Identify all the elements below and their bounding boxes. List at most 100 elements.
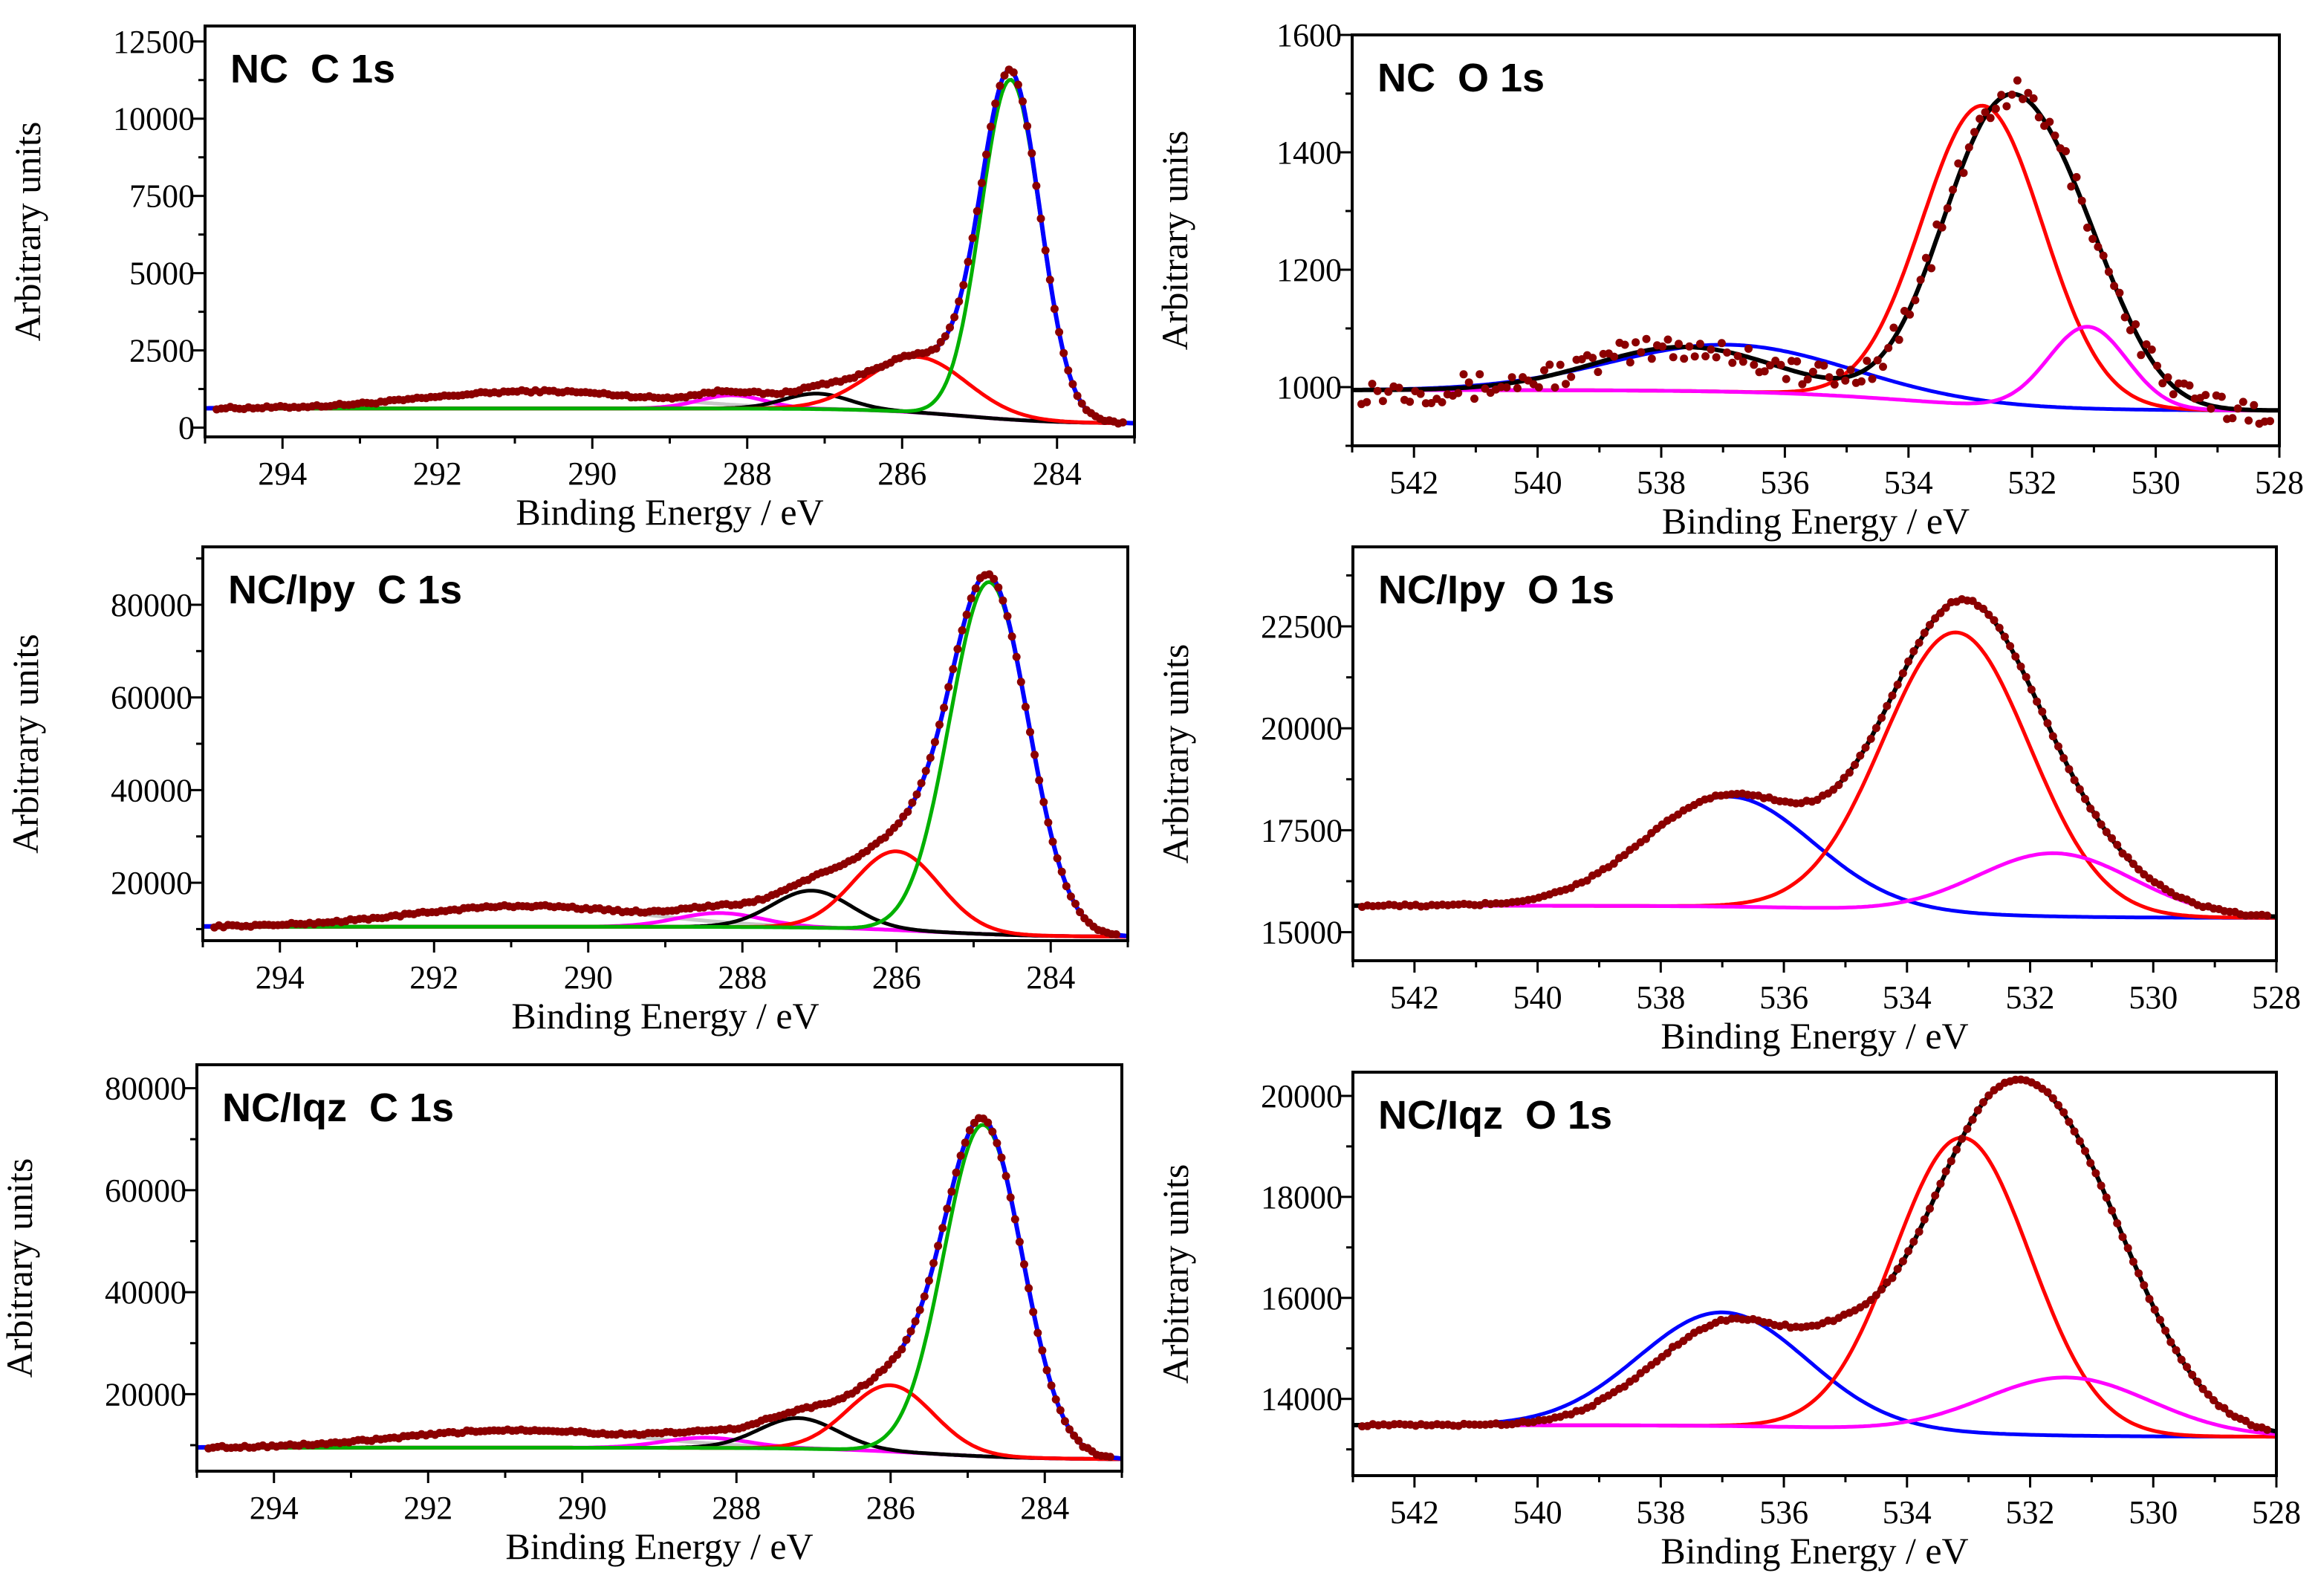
data-point [1836,368,1845,377]
data-point [2072,172,2081,181]
data-point [1019,97,1027,106]
y-tick-label: 60000 [111,680,192,716]
x-tick-label: 540 [1513,979,1562,1016]
data-point [1712,353,1721,362]
data-point [1057,867,1066,876]
x-tick-label: 528 [2252,1494,2301,1531]
data-point [1851,760,1860,769]
y-tick-label: 2500 [129,333,195,369]
data-point [1513,383,1522,392]
y-tick-label: 40000 [111,772,192,808]
data-point [1845,768,1854,777]
data-point [1582,876,1591,885]
chart-panel-2: 542 540 538 536 534 532 530 528 1000 1200 1400 1600… [1154,17,2304,542]
data-point [2065,765,2074,773]
data-point [2188,1370,2197,1379]
data-point [2045,117,2054,126]
data-point [1941,603,1950,612]
data-point [1909,1237,1918,1246]
component-curve-2 [1353,630,2276,920]
data-point [1637,348,1646,357]
data-point [2134,1269,2143,1278]
data-point [2201,391,2210,400]
data-point [2000,632,2009,641]
data-point [1033,1329,1042,1337]
data-point [971,584,980,593]
data-point [1562,380,1570,389]
data-point [1406,398,1415,406]
data-point [1893,1265,1902,1274]
x-axis-label: Binding Energy / eV [1660,1530,1968,1571]
data-point [1986,114,1995,123]
data-point [1873,356,1882,365]
data-point [2033,697,2042,706]
component-curve-5 [203,580,1128,938]
data-point [1958,1135,1967,1144]
y-tick-label: 40000 [105,1274,186,1311]
data-point [2048,1094,2057,1103]
y-tick-label: 22500 [1261,609,1343,645]
x-tick-label: 286 [872,959,921,996]
data-point [1007,632,1016,641]
data-point [1931,614,1940,623]
data-point [2169,390,2178,399]
data-point [1793,357,1802,366]
data-point [2220,1404,2229,1412]
data-point [1363,398,1371,406]
data-point [949,665,958,673]
data-point [1976,114,1984,123]
data-point [1995,623,2004,632]
data-point [1964,143,1973,152]
data-point [977,178,986,187]
x-tick-label: 294 [258,455,307,492]
data-point [1620,340,1629,349]
data-point [1947,1157,1955,1166]
data-point [2108,1206,2116,1215]
data-point [1395,383,1403,392]
x-tick-label: 534 [1883,979,1932,1016]
x-tick-label: 530 [2129,979,2178,1016]
data-point [1863,357,1871,366]
data-point [1868,374,1877,383]
data-point [1738,357,1747,366]
data-point [1064,366,1073,374]
data-point [1941,1167,1950,1175]
data-point [1016,678,1025,687]
data-point [2091,811,2100,820]
x-axis-label: Binding Energy / eV [1660,1015,1968,1057]
x-tick-label: 290 [564,959,613,996]
panel-title: NC/Iqz C 1s [222,1086,454,1130]
chart-panel-5: 294 292 290 288 286 284 20000 40000 60000 80000 Bi… [0,1063,1123,1567]
data-point [1056,1406,1065,1415]
data-point [1373,386,1382,395]
component-curve-1 [1353,794,2276,920]
data-point [1051,1395,1060,1404]
data-point [2123,853,2132,862]
data-point [2132,320,2140,328]
data-point [1015,1237,1024,1246]
data-point [1023,122,1032,131]
data-point [1534,383,1543,392]
data-point [911,1317,920,1326]
data-point [2007,90,2016,99]
y-axis-label: Arbitrary units [0,1158,40,1378]
data-point [2086,1158,2095,1167]
data-point [940,704,949,712]
x-tick-label: 536 [1759,1494,1808,1531]
data-point [1053,854,1062,863]
data-point [1620,851,1629,860]
data-point [1475,370,1484,379]
panel-title: NC O 1s [1377,56,1545,100]
data-point [994,583,1003,592]
data-point [2099,251,2108,260]
data-point [1981,108,1990,117]
data-point [2029,94,2038,103]
data-point [1669,353,1678,362]
data-point [1776,360,1785,369]
data-point [1065,1425,1074,1434]
x-tick-label: 536 [1759,979,1808,1016]
data-point [884,1360,892,1369]
data-point [1454,389,1463,398]
data-point [1840,773,1848,782]
data-point [1594,368,1603,377]
